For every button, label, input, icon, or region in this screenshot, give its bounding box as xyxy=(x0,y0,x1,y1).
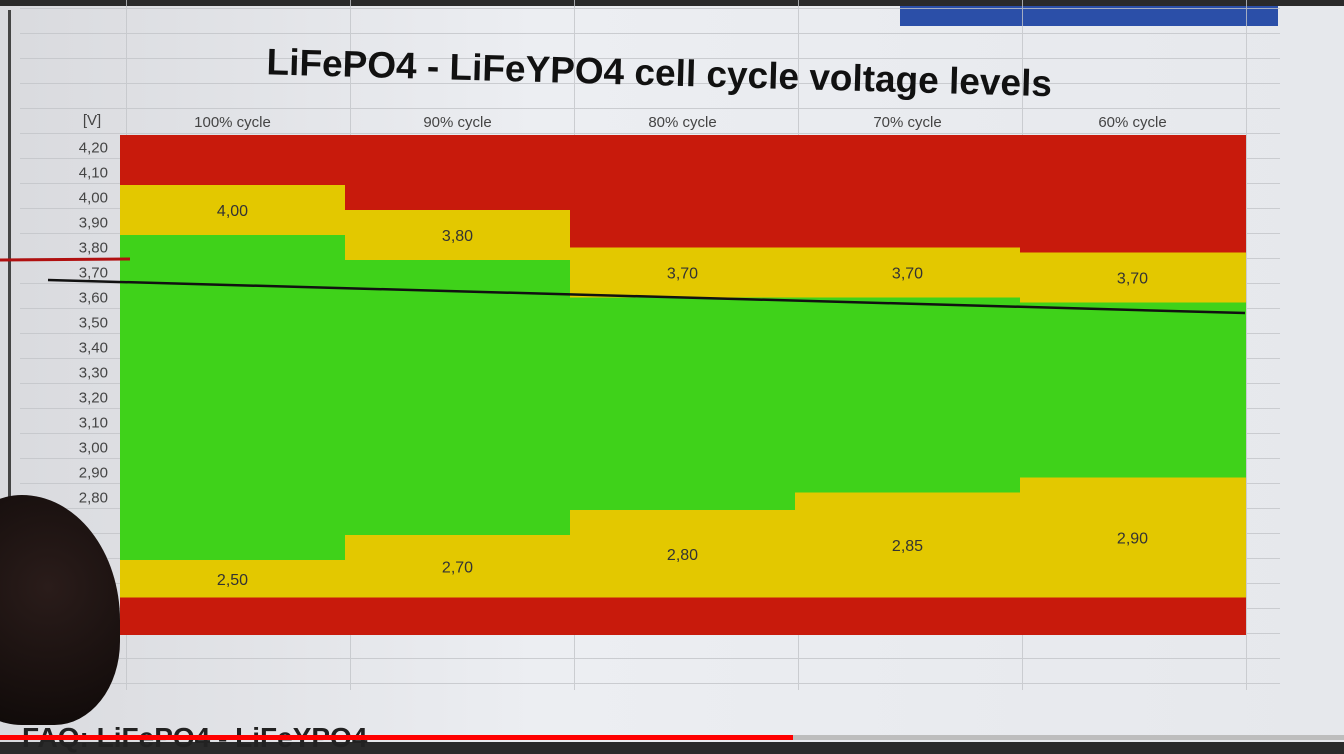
y-tick-label: 3,00 xyxy=(79,440,108,457)
yellow-band-lower xyxy=(345,535,571,598)
green-band xyxy=(345,260,571,535)
green-band xyxy=(570,297,796,510)
yellow-band-lower xyxy=(795,492,1021,598)
yellow-band-upper xyxy=(345,210,571,260)
upper-limit-label: 3,80 xyxy=(442,228,473,245)
annotation-marker-line xyxy=(0,257,131,262)
yellow-band-upper xyxy=(1020,252,1246,303)
red-band-top xyxy=(1020,135,1246,253)
yellow-band-lower xyxy=(570,510,796,598)
red-band-bottom xyxy=(795,597,1021,635)
lower-limit-label: 2,90 xyxy=(1117,531,1148,548)
y-tick-label: 3,70 xyxy=(79,265,108,282)
category-label: 100% cycle xyxy=(194,114,271,131)
red-band-top xyxy=(795,135,1021,248)
y-axis-label: [V] xyxy=(83,112,101,129)
red-band-bottom xyxy=(1020,597,1246,635)
lower-limit-label: 2,70 xyxy=(442,559,473,576)
red-band-bottom xyxy=(345,597,571,635)
green-band xyxy=(1020,302,1246,478)
upper-limit-label: 4,00 xyxy=(217,203,248,220)
y-tick-label: 3,20 xyxy=(79,390,108,407)
y-tick-label: 3,10 xyxy=(79,415,108,432)
yellow-band-upper xyxy=(120,185,346,235)
video-progress-fill xyxy=(0,735,793,740)
y-tick-label: 2,80 xyxy=(79,490,108,507)
y-tick-label: 3,40 xyxy=(79,340,108,357)
lower-limit-label: 2,80 xyxy=(667,547,698,564)
upper-limit-label: 3,70 xyxy=(667,266,698,283)
y-tick-label: 2,90 xyxy=(79,465,108,482)
yellow-band-upper xyxy=(795,247,1021,298)
yellow-band-upper xyxy=(570,247,796,298)
upper-limit-label: 3,70 xyxy=(1117,271,1148,288)
upper-limit-label: 3,70 xyxy=(892,266,923,283)
red-band-top xyxy=(120,135,346,185)
red-band-bottom xyxy=(570,597,796,635)
lower-limit-label: 2,50 xyxy=(217,572,248,589)
category-label: 90% cycle xyxy=(423,114,491,131)
yellow-band-lower xyxy=(1020,477,1246,598)
y-tick-label: 3,50 xyxy=(79,315,108,332)
y-tick-label: 4,00 xyxy=(79,190,108,207)
yellow-band-lower xyxy=(120,560,346,598)
red-band-bottom xyxy=(120,597,346,635)
category-label: 70% cycle xyxy=(873,114,941,131)
y-tick-label: 3,60 xyxy=(79,290,108,307)
y-tick-label: 4,20 xyxy=(79,140,108,157)
monitor-edge xyxy=(8,10,11,530)
y-tick-label: 3,80 xyxy=(79,240,108,257)
reference-line xyxy=(47,278,1246,315)
lower-limit-label: 2,85 xyxy=(892,538,923,555)
y-tick-label: 3,30 xyxy=(79,365,108,382)
category-label: 60% cycle xyxy=(1098,114,1166,131)
y-tick-label: 4,10 xyxy=(79,165,108,182)
video-progress-bar[interactable] xyxy=(0,735,1344,740)
green-band xyxy=(795,297,1021,493)
green-band xyxy=(120,235,346,560)
red-band-top xyxy=(570,135,796,248)
category-label: 80% cycle xyxy=(648,114,716,131)
red-band-top xyxy=(345,135,571,210)
y-tick-label: 3,90 xyxy=(79,215,108,232)
